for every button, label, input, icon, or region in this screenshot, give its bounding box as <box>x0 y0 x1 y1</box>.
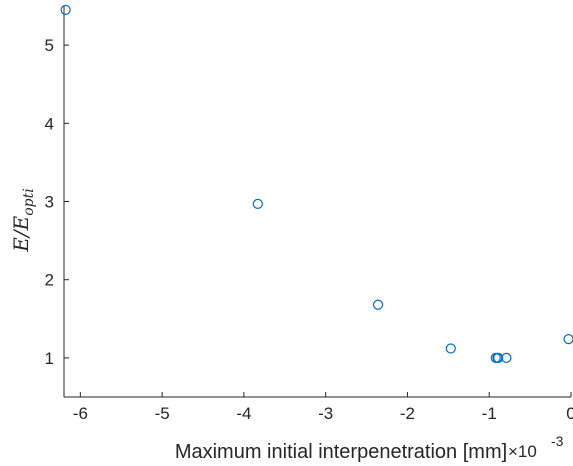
data-point <box>252 198 263 209</box>
x-axis-multiplier: ×10 <box>508 442 537 461</box>
data-point <box>445 343 456 354</box>
data-points <box>60 4 573 363</box>
data-point <box>501 352 512 363</box>
y-tick-label: 2 <box>45 271 54 290</box>
x-tick-label: -2 <box>400 404 415 423</box>
data-point <box>60 4 71 16</box>
data-point <box>563 334 573 345</box>
y-tick-label: 4 <box>45 114 54 133</box>
x-axis-exponent-value: -3 <box>551 433 564 449</box>
data-point <box>493 352 504 363</box>
x-axis-label: Maximum initial interpenetration [mm] <box>175 441 507 463</box>
x-tick-label: 0 <box>566 404 573 423</box>
axes: -6 -5 -4 -3 -2 -1 0 1 2 3 4 5 <box>45 6 573 423</box>
x-tick-label: -4 <box>236 404 251 423</box>
x-tick-label: -1 <box>482 404 497 423</box>
svg-text:E/Eopti: E/Eopti <box>9 188 37 252</box>
data-point <box>372 299 384 310</box>
y-axis-label: E/Eopti <box>9 188 37 252</box>
y-tick-label: 5 <box>45 36 54 55</box>
y-tick-label: 3 <box>45 193 54 212</box>
x-tick-label: -3 <box>318 404 333 423</box>
x-tick-label: -6 <box>73 404 88 423</box>
x-axis-exponent: ×10 -3 <box>508 433 564 461</box>
x-tick-label: -5 <box>155 404 170 423</box>
y-axis-label-subscript: opti <box>21 188 37 216</box>
y-axis-label-main: E/E <box>9 215 33 252</box>
y-tick-label: 1 <box>45 349 54 368</box>
